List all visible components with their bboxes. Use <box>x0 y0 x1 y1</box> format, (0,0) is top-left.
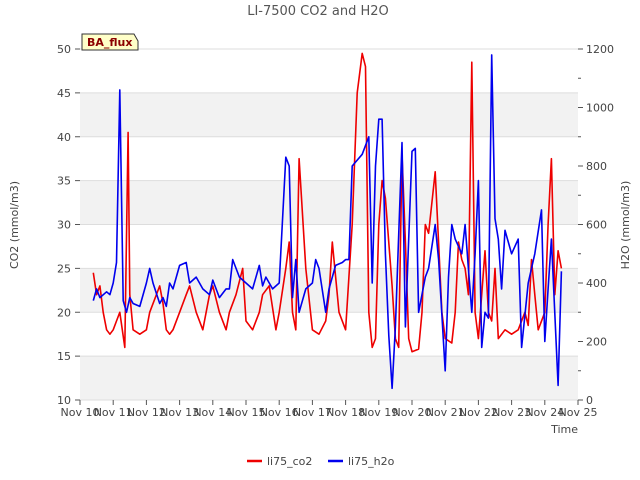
y-axis-right: 0 200 400 600 800 1000 1200 <box>578 43 614 407</box>
legend-label-h2o: li75_h2o <box>348 455 395 468</box>
x-tick-label: Nov 14 <box>193 406 232 419</box>
x-tick-label: Nov 20 <box>393 406 432 419</box>
x-tick-label: Nov 23 <box>492 406 531 419</box>
y-tick-label: 15 <box>57 350 71 363</box>
y2-tick-label: 0 <box>586 394 593 407</box>
y-tick-label: 50 <box>57 43 71 56</box>
y2-tick-label: 1000 <box>586 102 614 115</box>
y2-tick-label: 800 <box>586 160 607 173</box>
gridlines <box>80 48 578 401</box>
legend-label-co2: li75_co2 <box>267 455 312 468</box>
x-tick-label: Nov 22 <box>459 406 498 419</box>
x-tick-label: Nov 16 <box>260 406 299 419</box>
series-line-li75_h2o <box>92 54 563 390</box>
legend: li75_co2 li75_h2o <box>247 455 395 468</box>
badge-box <box>81 33 139 51</box>
y-axis-left: 10 15 20 25 30 35 40 45 50 <box>57 43 80 407</box>
x-tick-label: Nov 21 <box>426 406 465 419</box>
series-co2 <box>92 52 563 353</box>
y-tick-label: 20 <box>57 306 71 319</box>
series-h2o <box>92 54 563 390</box>
x-tick-label: Nov 15 <box>227 406 266 419</box>
x-tick-label: Nov 11 <box>94 406 133 419</box>
x-axis-title: Time <box>550 423 578 436</box>
badge: BA_flux <box>81 33 139 51</box>
y-tick-label: 35 <box>57 175 71 188</box>
x-tick-label: Nov 19 <box>359 406 398 419</box>
x-tick-label: Nov 17 <box>293 406 332 419</box>
y2-tick-label: 400 <box>586 277 607 290</box>
grid-band <box>80 180 578 225</box>
grid-band <box>80 92 578 137</box>
x-tick-label: Nov 13 <box>160 406 199 419</box>
badge-label: BA_flux <box>87 36 132 49</box>
y-tick-label: 40 <box>57 131 71 144</box>
x-tick-label: Nov 12 <box>127 406 166 419</box>
y-tick-label: 10 <box>57 394 71 407</box>
y-tick-label: 45 <box>57 87 71 100</box>
chart-title: LI-7500 CO2 and H2O <box>247 4 389 19</box>
x-tick-label: Nov 18 <box>326 406 365 419</box>
y-tick-label: 25 <box>57 262 71 275</box>
y2-tick-label: 1200 <box>586 43 614 56</box>
x-tick-label: Nov 24 <box>525 406 564 419</box>
y-axis-right-title: H2O (mmol/m3) <box>619 181 632 270</box>
y2-tick-label: 200 <box>586 336 607 349</box>
x-tick-label: Nov 25 <box>559 406 598 419</box>
grid-band <box>80 356 578 400</box>
x-tick-label: Nov 10 <box>61 406 100 419</box>
y-tick-label: 30 <box>57 219 71 232</box>
y-axis-left-title: CO2 (mmol/m3) <box>8 181 21 269</box>
series-line-li75_co2 <box>92 52 563 353</box>
y2-tick-label: 600 <box>586 219 607 232</box>
